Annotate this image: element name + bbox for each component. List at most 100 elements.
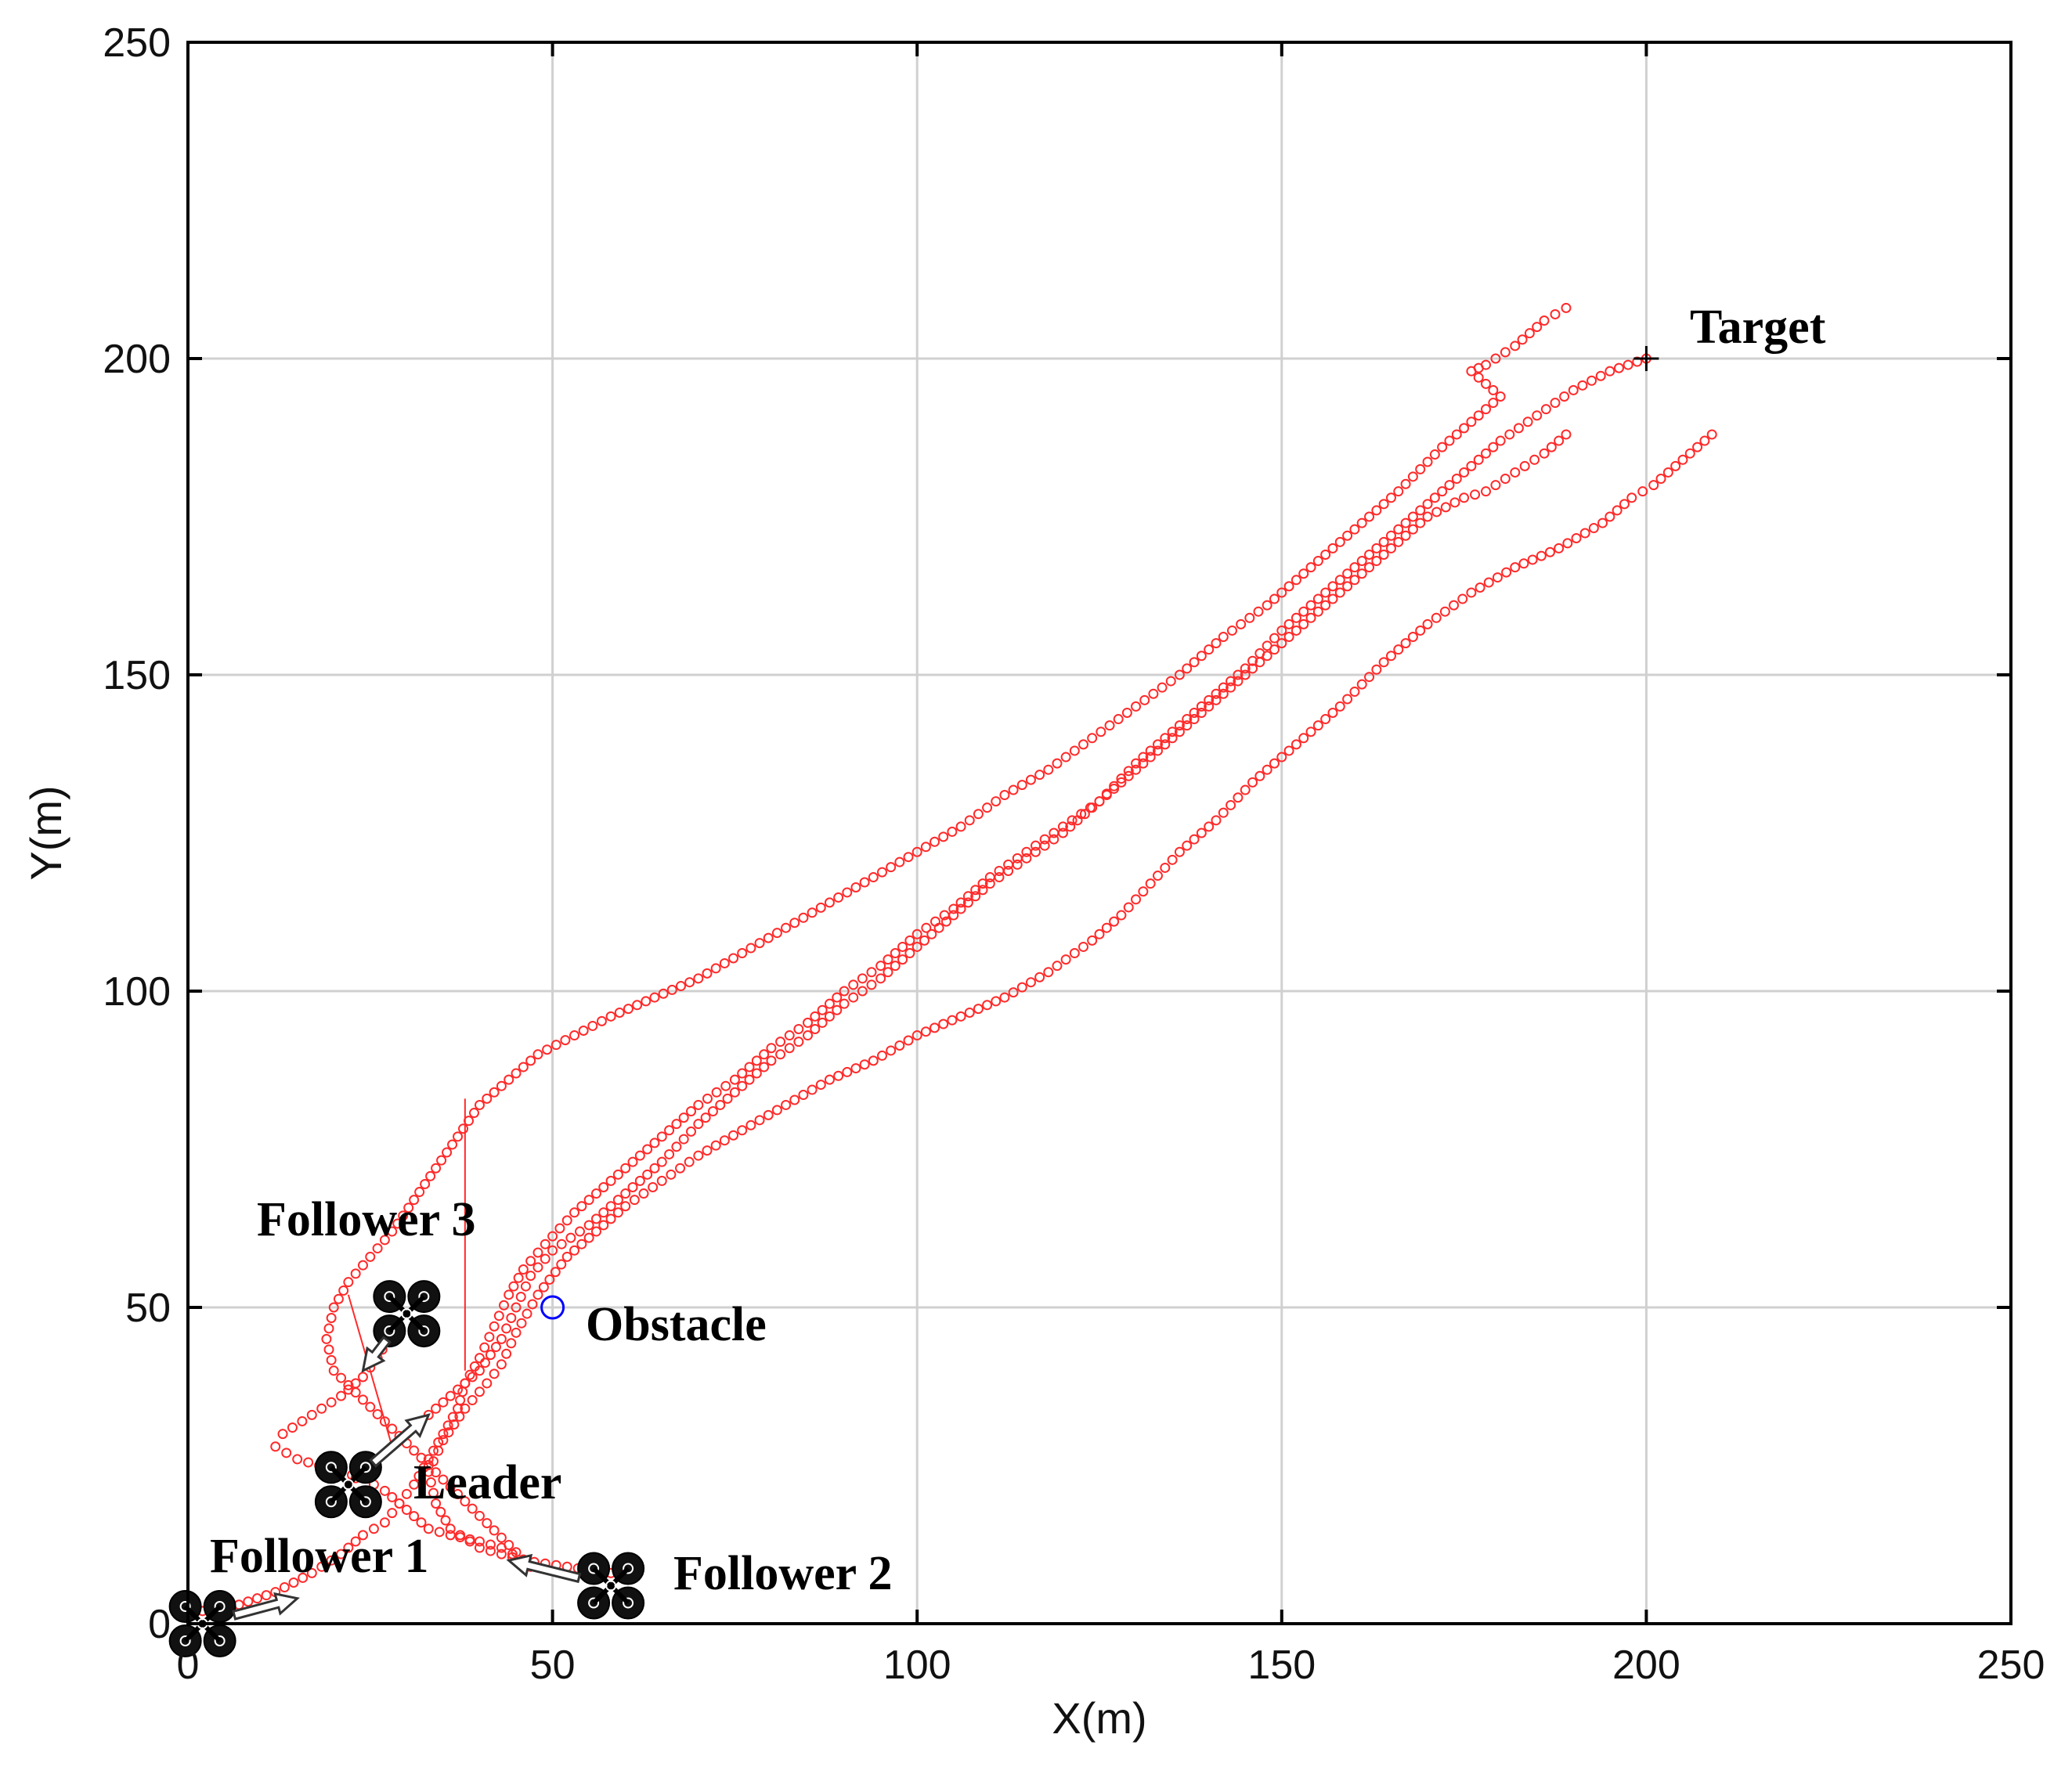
trajectory-point [1121,707,1132,718]
trajectory-point [287,1422,298,1433]
follower-3-label: Follower 3 [257,1193,476,1246]
trajectory-point [1371,505,1382,516]
trajectory-point [1431,612,1442,623]
trajectory-point [1052,961,1063,972]
rotor-hub-icon [623,1597,634,1609]
trajectory-point [532,1289,543,1300]
trajectory-point [1204,644,1215,655]
trajectory-point [1532,410,1543,421]
trajectory-point [1492,572,1503,583]
trajectory-point [1415,505,1426,516]
trajectory-point [775,1049,786,1060]
x-axis-label: X(m) [1052,1693,1146,1743]
trajectory-point [722,1093,733,1104]
trajectory-point [1519,460,1530,471]
trajectory-point [1233,669,1244,680]
trajectory-point [1364,562,1375,573]
trajectory-point [1076,809,1087,820]
trajectory-point [1312,556,1323,567]
trajectory-point [1305,727,1316,737]
trajectory-point [1349,687,1360,698]
frame-arm [388,1294,426,1333]
trajectory-point [671,1119,682,1130]
trajectory-point [948,903,959,914]
trajectory-point [911,846,922,857]
trajectory-point [1269,633,1280,644]
trajectory-point [1522,416,1533,427]
trajectory-point [1298,733,1309,744]
trajectory-point [1670,460,1681,471]
trajectory-point [297,1415,308,1426]
trajectory-point [460,1403,471,1414]
trajectory-point [1527,554,1538,565]
trajectory-point [859,1059,870,1070]
trajectory-point [656,1175,667,1186]
trajectory-point [991,796,1002,807]
trajectory-point [1415,625,1426,636]
series-follower-3 [270,302,1572,1572]
x-tick-label: 100 [883,1642,951,1688]
trajectory-point [1473,372,1484,383]
trajectory-point [642,1144,653,1155]
trajectory-point [1283,745,1294,756]
trajectory-point [1586,375,1597,386]
trajectory-point [664,1125,675,1136]
trajectory-point [270,1441,281,1452]
trajectory-point [1500,347,1511,358]
trajectory-point [1145,878,1156,889]
trajectory-point [1356,679,1367,690]
trajectory-point [1579,528,1590,539]
trajectory-point [1444,435,1455,446]
trajectory-point [392,1218,403,1229]
trajectory-point [1544,546,1555,557]
trajectory-point [648,1181,659,1192]
trajectory-point [445,1523,456,1534]
trajectory-point [614,1007,625,1018]
trajectory-point [460,1378,471,1389]
leader-label: Leader [413,1456,561,1509]
trajectory-point [1043,967,1054,978]
trajectory-point [532,1247,543,1258]
trajectory-point [1342,530,1353,541]
trajectory-point [649,1163,660,1174]
y-tick-label: 50 [125,1285,171,1331]
trajectory-point [1174,669,1185,680]
trajectory-point [1500,474,1511,485]
trajectory-point [435,1506,446,1517]
trajectory-point [1488,442,1499,453]
trajectory-point [474,1536,485,1547]
trajectory-point [693,1150,704,1161]
trajectory-point [479,1342,490,1353]
trajectory-point [511,1327,522,1338]
trajectory-point [1662,467,1673,478]
trajectory-point [684,977,695,988]
trajectory-point [1218,807,1229,818]
trajectory-point [482,1093,493,1104]
trajectory-point [1501,567,1512,578]
trajectory-point [453,1384,464,1395]
trajectory-point [434,1527,445,1538]
trajectory-point [323,1323,334,1334]
trajectory-point [1371,556,1382,567]
rotor-hub-icon [325,1496,337,1508]
trajectory-point [642,1169,653,1180]
trajectory-point [1211,815,1222,826]
trajectory-point [982,1000,993,1011]
trajectory-point [833,1070,844,1081]
trajectory-point [977,878,988,889]
trajectory-point [859,877,870,888]
trajectory-point [1623,359,1633,370]
trajectory-point [438,1429,449,1440]
trajectory-point [1481,404,1492,415]
trajectory-point [1400,517,1411,528]
trajectory-point [848,992,859,1003]
trajectory-point [468,1108,479,1119]
trajectory-point [1648,480,1659,491]
trajectory-point [357,1394,368,1405]
trajectory-point [745,943,756,954]
trajectory-point [634,1175,645,1186]
y-tick-label: 0 [148,1602,171,1647]
trajectory-point [883,967,893,978]
trajectory-point [605,1011,616,1022]
trajectory-point [702,1145,713,1156]
